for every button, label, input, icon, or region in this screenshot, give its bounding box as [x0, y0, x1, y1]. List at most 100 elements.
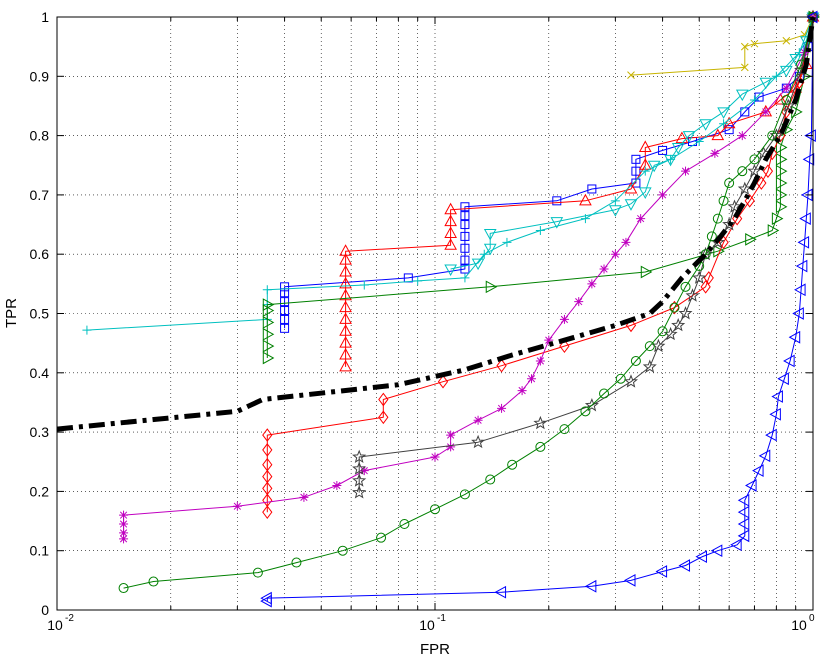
data-point [767, 130, 778, 141]
data-point [752, 464, 764, 477]
series-9 [118, 12, 818, 594]
series-6 [262, 10, 819, 519]
data-point [82, 325, 92, 335]
data-point [459, 489, 470, 500]
data-point [262, 339, 275, 353]
data-point [769, 407, 781, 421]
series-line [450, 16, 814, 270]
data-point [758, 449, 771, 463]
data-point [280, 314, 290, 324]
data-point [615, 373, 626, 384]
y-tick-label: 0.2 [30, 483, 50, 499]
data-point [119, 510, 129, 520]
series-layer [56, 9, 821, 608]
data-point [737, 517, 750, 531]
data-point [730, 538, 742, 552]
data-point [339, 359, 352, 372]
data-point [473, 415, 483, 425]
data-point [775, 200, 788, 214]
data-point [494, 585, 507, 599]
data-point [779, 65, 793, 78]
data-point [675, 131, 689, 144]
data-point [599, 264, 609, 274]
data-point [497, 403, 507, 413]
data-point [148, 576, 159, 587]
data-point [749, 154, 760, 165]
series-line [284, 16, 814, 329]
data-point [262, 443, 273, 457]
data-point [559, 339, 570, 353]
data-point [544, 335, 554, 345]
data-point [719, 119, 729, 129]
data-point [280, 282, 290, 292]
data-point [699, 119, 712, 131]
y-tick-label: 0 [41, 602, 49, 618]
data-point [262, 493, 273, 508]
data-point [460, 231, 470, 241]
data-point [378, 392, 389, 407]
data-point [359, 280, 369, 290]
x-tick-exponent: -1 [437, 613, 446, 624]
data-point [119, 528, 129, 538]
series-line [56, 16, 816, 432]
data-point [352, 449, 367, 464]
data-point [775, 164, 788, 178]
data-point [119, 519, 129, 529]
data-point [610, 196, 620, 206]
x-tick-exponent: 0 [809, 613, 815, 624]
data-point [444, 214, 457, 227]
data-point [712, 213, 723, 224]
data-point [671, 142, 685, 155]
data-point [756, 176, 767, 190]
data-point [399, 519, 410, 530]
data-point [444, 238, 457, 250]
data-point [352, 473, 367, 487]
data-point [795, 259, 808, 273]
data-point [533, 415, 548, 430]
data-point [535, 356, 545, 366]
data-point [647, 160, 661, 173]
data-point [359, 466, 369, 476]
y-tick-label: 1 [41, 9, 49, 25]
data-point [262, 428, 273, 442]
data-point [280, 323, 290, 333]
data-point [430, 504, 440, 515]
data-point [745, 479, 757, 492]
data-point [682, 131, 696, 143]
data-point [789, 54, 803, 66]
data-point [339, 264, 352, 277]
data-point [496, 358, 507, 373]
data-point [745, 233, 757, 246]
data-point [774, 92, 787, 105]
data-point [740, 42, 749, 51]
data-point [794, 283, 806, 297]
data-point [339, 288, 352, 301]
data-point [663, 326, 678, 341]
data-point [502, 237, 512, 247]
data-point [762, 164, 774, 179]
data-point [658, 190, 668, 200]
data-point [339, 336, 352, 348]
series-11 [56, 16, 816, 432]
data-point [782, 36, 791, 45]
data-point [280, 297, 290, 307]
data-point [352, 485, 367, 499]
data-point [460, 243, 470, 253]
data-point [413, 276, 423, 286]
data-point [339, 300, 352, 313]
series-line [266, 16, 814, 358]
series-4 [444, 12, 820, 277]
data-point [262, 327, 275, 341]
y-tick-label: 0.9 [30, 68, 50, 84]
data-point [799, 212, 811, 225]
data-point [479, 249, 489, 259]
data-point [437, 374, 449, 389]
y-tick-label: 0.1 [30, 543, 50, 559]
data-point [655, 565, 668, 578]
data-point [252, 567, 263, 578]
data-point [749, 95, 759, 105]
data-point [642, 359, 657, 373]
data-point [797, 235, 810, 249]
